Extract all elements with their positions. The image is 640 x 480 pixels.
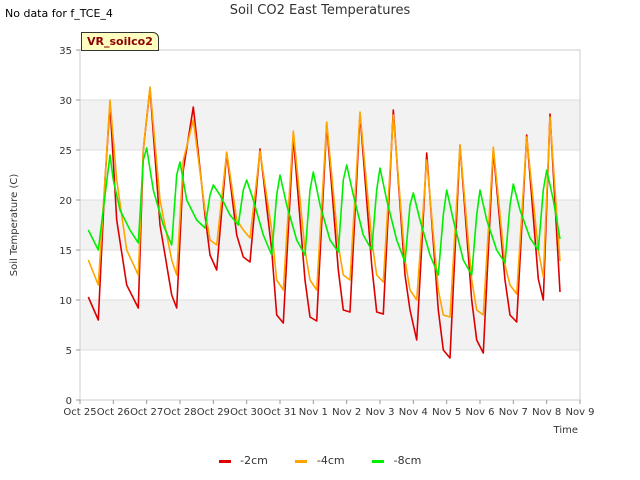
x-tick-label: Nov 2 [332,407,361,418]
x-axis-title: Time [553,425,578,436]
legend-label-4cm: -4cm [316,454,345,467]
x-tick-label: Nov 5 [432,407,461,418]
x-tick-label: Nov 8 [532,407,561,418]
grid-band [80,200,580,250]
series-line-4cmcm [87,86,561,318]
x-tick-label: Nov 9 [565,407,594,418]
series-lines [87,86,561,359]
legend-item-2cm[interactable]: -2cm [218,454,268,467]
y-tick-label: 5 [66,346,72,357]
y-tick-label: 15 [59,246,72,257]
x-tick-label: Nov 3 [365,407,394,418]
y-tick-label: 25 [59,146,72,157]
legend-label-8cm: -8cm [393,454,422,467]
x-tick-label: Nov 4 [399,407,428,418]
x-tick-label: Oct 30 [230,407,263,418]
site-tag-label: VR_soilco2 [81,32,159,51]
x-tick-label: Nov 1 [299,407,328,418]
y-tick-label: 35 [59,46,72,57]
x-tick-label: Nov 6 [465,407,494,418]
legend: -2cm -4cm -8cm [0,454,640,467]
grid-bands [80,100,580,350]
y-axis-title: Soil Temperature (C) [9,174,20,277]
x-tick-label: Oct 26 [97,407,130,418]
legend-item-8cm[interactable]: -8cm [372,454,421,467]
y-tick-label: 30 [59,96,72,107]
x-tick-label: Oct 28 [163,407,196,418]
legend-swatch-4cm [295,459,308,463]
x-tick-label: Oct 25 [63,407,96,418]
grid-band [80,300,580,350]
x-tick-label: Oct 29 [197,407,230,418]
series-line-8cmcm [87,147,561,276]
x-axis-ticks: Oct 25 Oct 26 Oct 27 Oct 28 Oct 29 Oct 30 Oct … [63,400,595,418]
x-tick-label: Nov 7 [499,407,528,418]
grid-band [80,100,580,150]
y-tick-label: 20 [59,196,72,207]
x-tick-label: Oct 27 [130,407,163,418]
chart-title: Soil CO2 East Temperatures [229,3,411,18]
series-line-2cmcm [87,87,561,359]
y-tick-label: 10 [59,296,72,307]
legend-swatch-2cm [218,459,231,463]
y-tick-label: 0 [66,396,72,407]
y-axis-ticks: 0 5 10 15 20 25 30 35 [59,46,80,407]
legend-item-4cm[interactable]: -4cm [295,454,345,467]
legend-label-2cm: -2cm [240,454,268,467]
no-data-notice: No data for f_TCE_4 [5,7,113,20]
plot-frame [79,49,581,401]
x-tick-label: Oct 31 [263,407,296,418]
legend-swatch-8cm [372,459,385,463]
